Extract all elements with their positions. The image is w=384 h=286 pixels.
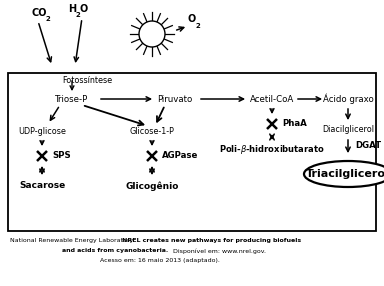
Text: Triose-P: Triose-P [55,94,89,104]
Text: Glicogênio: Glicogênio [125,181,179,191]
Text: Acetil-CoA: Acetil-CoA [250,94,294,104]
Text: National Renewable Energy Laboratory.: National Renewable Energy Laboratory. [10,238,136,243]
Text: 2: 2 [75,12,80,18]
Text: SPS: SPS [52,152,71,160]
Text: CO: CO [32,8,48,18]
Text: Diacilglicerol: Diacilglicerol [322,126,374,134]
Text: PhaA: PhaA [282,120,307,128]
Text: Glicose-1-P: Glicose-1-P [129,126,174,136]
Ellipse shape [304,161,384,187]
Circle shape [139,21,165,47]
Text: H: H [68,4,76,14]
Text: DGAT: DGAT [355,142,381,150]
Text: O: O [80,4,88,14]
Text: Triacilglicerol: Triacilglicerol [306,169,384,179]
Text: NREL creates new pathways for producing biofuels: NREL creates new pathways for producing … [122,238,301,243]
Text: 2: 2 [196,23,201,29]
Text: O: O [188,14,196,24]
Text: Disponível em: www.nrel.gov.: Disponível em: www.nrel.gov. [171,248,266,253]
Text: Piruvato: Piruvato [157,94,193,104]
Text: Fotossíntese: Fotossíntese [62,76,112,85]
Text: 2: 2 [46,16,51,22]
Text: UDP-glicose: UDP-glicose [18,126,66,136]
Text: Sacarose: Sacarose [19,182,65,190]
Text: and acids from cyanobacteria.: and acids from cyanobacteria. [62,248,168,253]
Text: Poli-$\beta$-hidroxibutarato: Poli-$\beta$-hidroxibutarato [219,144,325,156]
Text: Acesso em: 16 maio 2013 (adaptado).: Acesso em: 16 maio 2013 (adaptado). [100,258,220,263]
Bar [8,73,376,231]
Text: Ácido graxo: Ácido graxo [323,94,373,104]
Text: AGPase: AGPase [162,152,199,160]
